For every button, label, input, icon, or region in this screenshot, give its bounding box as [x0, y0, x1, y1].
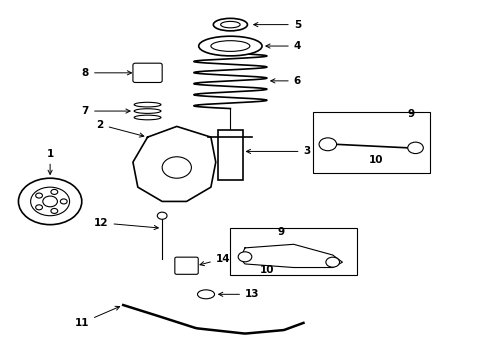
Circle shape: [19, 178, 82, 225]
Ellipse shape: [220, 21, 240, 28]
Ellipse shape: [134, 115, 161, 120]
Text: 13: 13: [219, 289, 260, 299]
Text: 9: 9: [407, 109, 414, 119]
FancyBboxPatch shape: [230, 228, 357, 275]
Text: 10: 10: [260, 265, 274, 275]
Circle shape: [43, 196, 57, 207]
FancyBboxPatch shape: [133, 63, 162, 82]
Circle shape: [408, 142, 423, 154]
Circle shape: [157, 212, 167, 219]
Bar: [218, 130, 243, 180]
Circle shape: [30, 187, 70, 216]
Circle shape: [326, 257, 340, 267]
Circle shape: [162, 157, 192, 178]
Text: 2: 2: [97, 120, 144, 137]
Text: 5: 5: [254, 19, 301, 30]
Text: 3: 3: [246, 147, 311, 157]
Circle shape: [36, 193, 43, 198]
Text: 10: 10: [369, 156, 384, 165]
Circle shape: [51, 189, 58, 194]
Text: 9: 9: [278, 227, 285, 237]
Text: 6: 6: [271, 76, 301, 86]
Text: 14: 14: [200, 253, 230, 266]
Text: 8: 8: [82, 68, 131, 78]
Text: 1: 1: [47, 149, 54, 174]
Ellipse shape: [213, 18, 247, 31]
Circle shape: [51, 208, 58, 213]
FancyBboxPatch shape: [175, 257, 198, 274]
Ellipse shape: [134, 109, 161, 113]
Circle shape: [319, 138, 337, 151]
Ellipse shape: [197, 290, 215, 299]
Circle shape: [36, 205, 43, 210]
Text: 7: 7: [82, 106, 130, 116]
Circle shape: [238, 252, 252, 262]
Text: 11: 11: [74, 306, 120, 328]
Ellipse shape: [211, 41, 250, 51]
FancyBboxPatch shape: [313, 112, 430, 173]
Circle shape: [60, 199, 67, 204]
Text: 4: 4: [266, 41, 301, 51]
Text: 12: 12: [94, 218, 158, 230]
Ellipse shape: [134, 102, 161, 107]
Ellipse shape: [199, 36, 262, 56]
